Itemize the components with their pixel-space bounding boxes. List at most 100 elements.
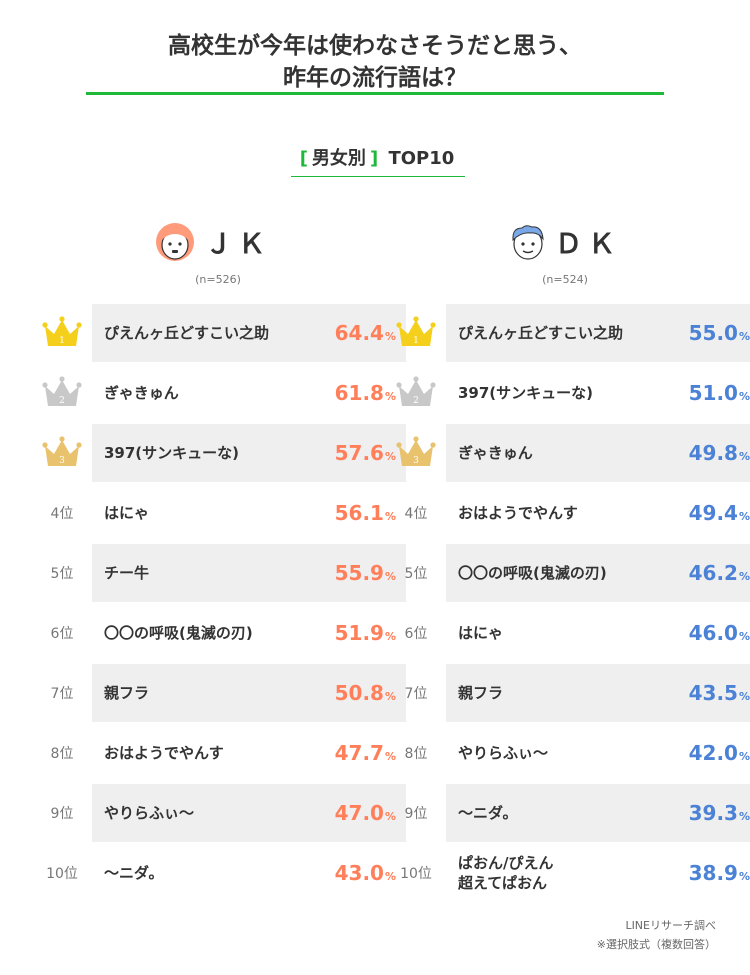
jk-row-3: 397(サンキューな) 57.6% — [92, 424, 406, 482]
dk-value-6: 46.0% — [689, 604, 750, 662]
dk-term-3: ぎゃきゅん — [458, 444, 533, 462]
subtitle-open-bracket: [ — [299, 148, 308, 169]
dk-value-9: 39.3% — [689, 784, 750, 842]
dk-rank-label-6: 6位 — [404, 626, 428, 642]
dk-row-5: 〇〇の呼吸(鬼滅の刃) 46.2% — [446, 544, 750, 602]
girl-face-icon — [156, 223, 194, 261]
dk-value-5: 46.2% — [689, 544, 750, 602]
jk-value-number-1: 64.4 — [334, 321, 384, 345]
jk-value-7: 50.8% — [335, 664, 396, 722]
jk-value-unit-2: % — [384, 389, 396, 403]
dk-value-8: 42.0% — [689, 724, 750, 782]
jk-value-4: 56.1% — [335, 484, 396, 542]
dk-row-1: ぴえんヶ丘どすこい之助 55.0% — [446, 304, 750, 362]
jk-value-unit-8: % — [384, 749, 396, 763]
jk-row-8: おはようでやんす 47.7% — [92, 724, 406, 782]
jk-value-unit-6: % — [384, 629, 396, 643]
jk-rank-label-10: 10位 — [46, 866, 78, 882]
subtitle-close-bracket: ] — [369, 148, 379, 169]
dk-value-unit-2: % — [738, 389, 750, 403]
dk-row-7: 親フラ 43.5% — [446, 664, 750, 722]
dk-value-number-3: 49.8 — [688, 441, 738, 465]
dk-value-unit-8: % — [738, 749, 750, 763]
jk-row-1: ぴえんヶ丘どすこい之助 64.4% — [92, 304, 406, 362]
jk-term-7: 親フラ — [104, 684, 150, 702]
jk-rank-label-9: 9位 — [50, 806, 74, 822]
jk-value-number-9: 47.0 — [334, 801, 384, 825]
jk-group-name: ＪＫ — [205, 229, 271, 260]
jk-value-number-8: 47.7 — [334, 741, 384, 765]
jk-value-2: 61.8% — [335, 364, 396, 422]
dk-value-number-2: 51.0 — [688, 381, 738, 405]
dk-crown-number-2: 2 — [413, 396, 419, 406]
jk-term-4: はにゃ — [104, 504, 150, 522]
jk-row-10: 〜ニダ。 43.0% — [92, 844, 406, 902]
jk-crown-icon-2: 2 — [42, 376, 82, 406]
dk-crown-number-1: 1 — [413, 336, 419, 346]
dk-value-number-9: 39.3 — [688, 801, 738, 825]
jk-rank-label-5: 5位 — [50, 566, 74, 582]
subtitle-underline — [291, 176, 465, 177]
chart-title-line-2: 昨年の流行語は？ — [283, 65, 467, 91]
jk-term-6: 〇〇の呼吸(鬼滅の刃) — [104, 624, 253, 642]
dk-row-6: はにゃ 46.0% — [446, 604, 750, 662]
dk-value-unit-6: % — [738, 629, 750, 643]
dk-row-3: ぎゃきゅん 49.8% — [446, 424, 750, 482]
jk-crown-icon-1: 1 — [42, 316, 82, 346]
dk-term-6: はにゃ — [458, 624, 504, 642]
dk-row-10: ぱおん/ぴえん 超えてぱおん 38.9% — [446, 844, 750, 902]
dk-rank-label-9: 9位 — [404, 806, 428, 822]
jk-value-unit-10: % — [384, 869, 396, 883]
dk-value-number-5: 46.2 — [688, 561, 738, 585]
jk-value-unit-4: % — [384, 509, 396, 523]
jk-value-8: 47.7% — [335, 724, 396, 782]
footer-source: LINEリサーチ調べ — [625, 919, 716, 932]
dk-term-5: 〇〇の呼吸(鬼滅の刃) — [458, 564, 607, 582]
jk-term-1: ぴえんヶ丘どすこい之助 — [104, 324, 270, 342]
dk-value-unit-4: % — [738, 509, 750, 523]
jk-value-number-4: 56.1 — [334, 501, 384, 525]
dk-term-7: 親フラ — [458, 684, 504, 702]
subtitle-bracket-text: 男女別 — [311, 148, 366, 169]
dk-value-unit-5: % — [738, 569, 750, 583]
jk-row-2: ぎゃきゅん 61.8% — [92, 364, 406, 422]
dk-row-8: やりらふぃ〜 42.0% — [446, 724, 750, 782]
dk-crown-icon-2: 2 — [396, 376, 436, 406]
dk-crown-icon-3: 3 — [396, 436, 436, 466]
dk-value-unit-9: % — [738, 809, 750, 823]
subtitle-tail: TOP10 — [388, 148, 455, 169]
jk-value-unit-5: % — [384, 569, 396, 583]
dk-value-2: 51.0% — [689, 364, 750, 422]
jk-term-3: 397(サンキューな) — [104, 444, 240, 462]
jk-value-number-2: 61.8 — [334, 381, 384, 405]
dk-row-9: 〜ニダ。 39.3% — [446, 784, 750, 842]
dk-value-3: 49.8% — [689, 424, 750, 482]
dk-rank-label-4: 4位 — [404, 506, 428, 522]
jk-value-unit-3: % — [384, 449, 396, 463]
dk-term-4: おはようでやんす — [458, 504, 578, 522]
chart-title-line-1: 高校生が今年は使わなさそうだと思う、 — [168, 33, 582, 59]
jk-term-5: チー牛 — [104, 564, 150, 582]
jk-value-9: 47.0% — [335, 784, 396, 842]
dk-value-1: 55.0% — [689, 304, 750, 362]
dk-value-10: 38.9% — [689, 844, 750, 902]
jk-row-5: チー牛 55.9% — [92, 544, 406, 602]
dk-rank-label-7: 7位 — [404, 686, 428, 702]
dk-rank-label-5: 5位 — [404, 566, 428, 582]
jk-term-9: やりらふぃ〜 — [104, 804, 195, 822]
jk-value-6: 51.9% — [335, 604, 396, 662]
dk-value-unit-3: % — [738, 449, 750, 463]
dk-term-8: やりらふぃ〜 — [458, 744, 549, 762]
jk-value-unit-7: % — [384, 689, 396, 703]
jk-value-unit-9: % — [384, 809, 396, 823]
dk-term-9: 〜ニダ。 — [458, 804, 518, 822]
jk-term-2: ぎゃきゅん — [104, 384, 179, 402]
title-underline — [86, 92, 664, 95]
jk-value-number-6: 51.9 — [334, 621, 384, 645]
footer-note: ※選択肢式（複数回答） — [596, 938, 716, 951]
dk-crown-number-3: 3 — [413, 456, 419, 466]
jk-value-1: 64.4% — [335, 304, 396, 362]
jk-value-3: 57.6% — [335, 424, 396, 482]
jk-rank-label-4: 4位 — [50, 506, 74, 522]
jk-value-number-5: 55.9 — [334, 561, 384, 585]
